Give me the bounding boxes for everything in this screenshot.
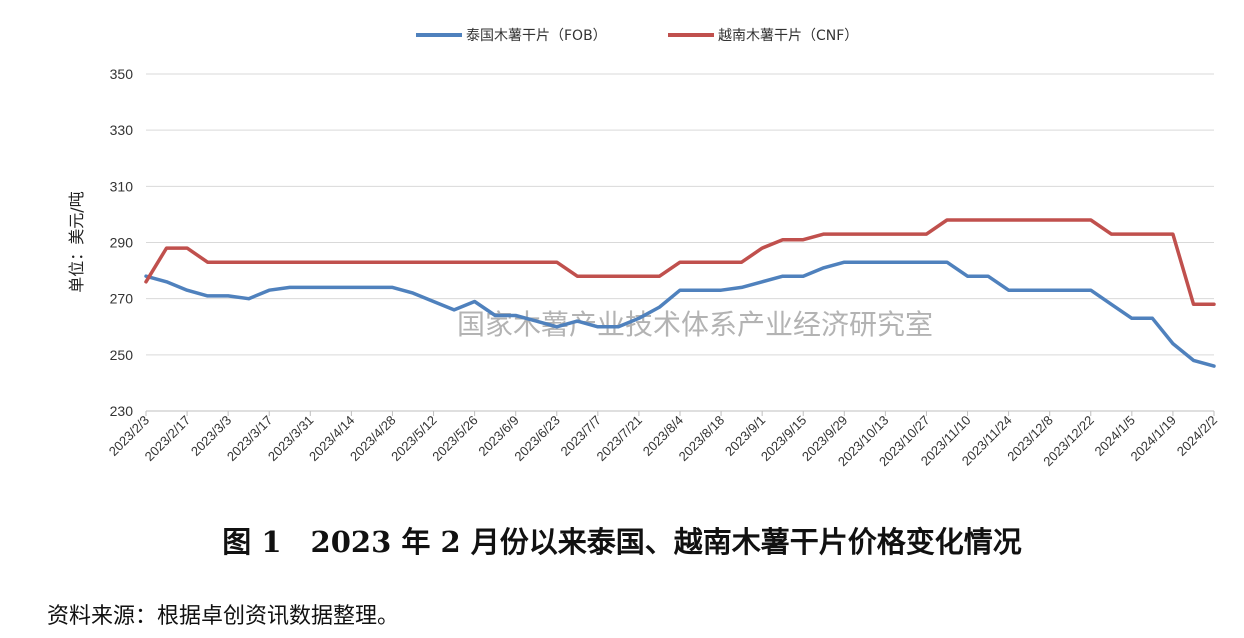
x-tick-label: 2023/8/18 bbox=[676, 413, 728, 465]
x-tick-label: 2023/2/17 bbox=[142, 413, 194, 465]
y-axis-title: 单位：美元/吨 bbox=[67, 191, 86, 292]
x-tick-label: 2023/5/26 bbox=[429, 413, 481, 465]
y-tick-label-270: 270 bbox=[110, 291, 134, 307]
legend: 泰国木薯干片（FOB） 越南木薯干片（CNF） bbox=[416, 28, 858, 44]
figure-caption: 图 1 2023 年 2 月份以来泰国、越南木薯干片价格变化情况 bbox=[222, 525, 1022, 559]
y-tick-label-250: 250 bbox=[110, 347, 134, 363]
x-tick-label: 2023/6/23 bbox=[511, 413, 563, 465]
y-tick-label-310: 310 bbox=[110, 178, 134, 194]
data-source-note: 资料来源：根据卓创资讯数据整理。 bbox=[47, 604, 400, 629]
legend-label-thailand: 泰国木薯干片（FOB） bbox=[466, 28, 607, 44]
line-chart: 230 250 270 290 310 330 350 2023/2/32023/2/172… bbox=[67, 28, 1220, 470]
series-lines bbox=[144, 218, 1216, 368]
watermark-text: 国家木薯产业技术体系产业经济研究室 bbox=[457, 308, 933, 341]
x-tick-label: 2024/2/2 bbox=[1174, 413, 1220, 459]
x-axis bbox=[145, 410, 1215, 416]
legend-label-vietnam: 越南木薯干片（CNF） bbox=[718, 28, 858, 44]
gridlines bbox=[146, 73, 1214, 356]
y-tick-label-350: 350 bbox=[110, 66, 134, 82]
y-tick-label-230: 230 bbox=[110, 403, 134, 419]
chart-area: 230 250 270 290 310 330 350 2023/2/3 2023/2/17 2… bbox=[67, 28, 1220, 470]
y-tick-label-330: 330 bbox=[110, 122, 134, 138]
x-tick-label: 2024/1/19 bbox=[1128, 413, 1180, 465]
x-axis-tick-labels: 2023/2/32023/2/172023/3/32023/3/172023/3… bbox=[106, 413, 1220, 470]
series-line-vietnam bbox=[144, 218, 1216, 307]
x-tick-label: 2023/7/21 bbox=[594, 413, 646, 465]
y-axis-tick-labels: 230 250 270 290 310 330 350 bbox=[110, 66, 134, 419]
series-line-thailand bbox=[144, 260, 1216, 368]
y-tick-label-290: 290 bbox=[110, 235, 134, 251]
